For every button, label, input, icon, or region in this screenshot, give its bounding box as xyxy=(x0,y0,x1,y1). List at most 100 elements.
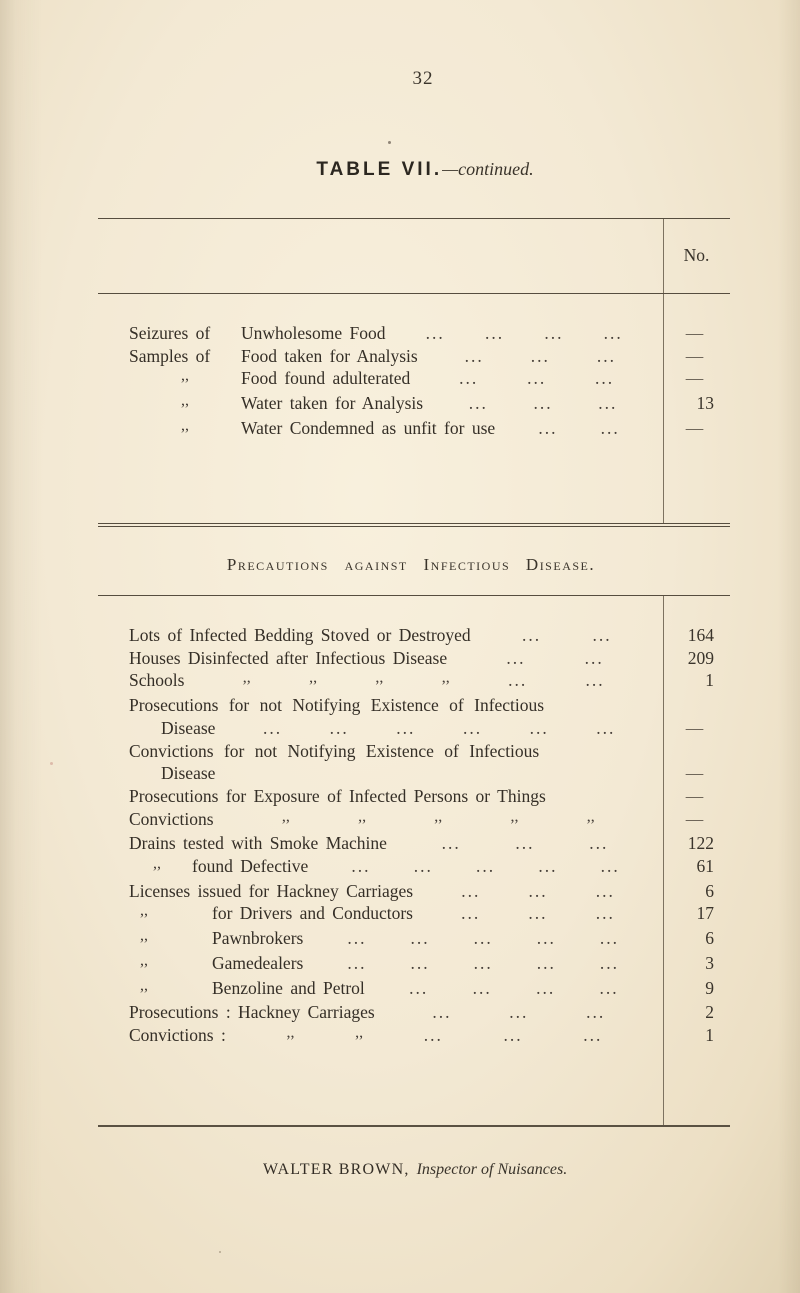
row-label-group: Samples of Food taken for Analysis xyxy=(129,345,418,368)
row-value: — xyxy=(685,417,704,438)
ditto-mark: ,, xyxy=(441,669,450,687)
leader-dots: ... xyxy=(595,903,615,924)
ditto-mark: ,, xyxy=(140,951,148,969)
leader-dots: ... xyxy=(529,717,549,738)
seizures-samples-table: No. Seizures of Unwholesome Food.........… xyxy=(98,218,730,527)
table-row: Lots of Infected Bedding Stoved or Destr… xyxy=(98,624,730,647)
table-row: ,, Food found adulterated......... — xyxy=(98,367,730,392)
table-row: ,, found Defective............... 61 xyxy=(98,855,730,880)
row-label: Prosecutions for not Notifying Existence… xyxy=(129,695,545,716)
leader-dots: ... xyxy=(584,647,604,668)
table-row: Samples of Food taken for Analysis.......… xyxy=(98,345,730,368)
row-value: — xyxy=(685,763,704,784)
leader-dots: ... xyxy=(585,670,605,691)
row-label-group: Prosecutions : Hackney Carriages xyxy=(129,1001,375,1024)
row-value: 17 xyxy=(696,903,715,924)
leader-dots: ... xyxy=(462,717,483,738)
leader-area: ,,,,,,,,...... xyxy=(184,669,663,694)
row-label: Houses Disinfected after Infectious Dise… xyxy=(129,647,448,668)
leader-area: ...... xyxy=(447,647,663,670)
leader-dots: ... xyxy=(598,393,618,414)
leader-dots: ... xyxy=(586,1002,606,1023)
table-row: ,, Pawnbrokers............... 6 xyxy=(98,927,730,952)
row-value: 1 xyxy=(705,1024,714,1045)
section-heading: Precautions against Infectious Disease. xyxy=(226,555,596,574)
precautions-table: Lots of Infected Bedding Stoved or Destr… xyxy=(98,595,730,1127)
leader-dots: ... xyxy=(503,1024,523,1045)
leader-dots: ... xyxy=(506,647,526,668)
leader-area: ...... xyxy=(471,624,663,647)
leader-area: .................. xyxy=(215,717,663,740)
ditto-mark: ,, xyxy=(181,367,189,385)
row-label: Pawnbrokers xyxy=(212,928,304,949)
leader-dots: ... xyxy=(527,368,547,389)
leader-dots: ... xyxy=(528,880,548,901)
ditto-mark: ,, xyxy=(140,977,212,1002)
row-label-group: Houses Disinfected after Infectious Dise… xyxy=(129,647,447,670)
row-label: Food taken for Analysis xyxy=(241,345,418,366)
leader-dots: ... xyxy=(528,903,548,924)
leader-dots: ... xyxy=(461,903,481,924)
leader-dots: ... xyxy=(473,952,493,973)
paper-speck xyxy=(388,141,391,144)
row-label: Water taken for Analysis xyxy=(241,393,424,414)
leader-dots: ... xyxy=(583,1024,603,1045)
table-row: Seizures of Unwholesome Food............ — xyxy=(98,322,730,345)
row-label: Unwholesome Food xyxy=(241,323,386,343)
row-label-group: Seizures of Unwholesome Food xyxy=(129,322,385,345)
row-label: Licenses issued for Hackney Carriages xyxy=(129,880,414,901)
ditto-mark: ,, xyxy=(309,669,318,687)
leader-dots: ... xyxy=(413,856,433,877)
leader-dots: ... xyxy=(329,717,349,738)
row-value: 3 xyxy=(705,952,714,973)
row-value: — xyxy=(685,368,704,389)
ditto-mark: ,, xyxy=(129,417,241,442)
leader-dots: ... xyxy=(347,952,367,973)
leader-dots: ... xyxy=(423,1024,443,1045)
leader-dots: ... xyxy=(409,977,429,998)
row-value: 164 xyxy=(687,625,714,645)
ditto-mark: ,, xyxy=(281,809,290,825)
table-row: ,, Water Condemned as unfit for use......… xyxy=(98,417,730,442)
table-row: Disease.................. — xyxy=(98,717,730,740)
no-column-header: No. xyxy=(683,245,710,265)
row-value: 61 xyxy=(696,856,715,877)
table-title: TABLE VII.—continued. xyxy=(48,159,800,181)
row-label-group: ,, Gamedealers xyxy=(129,952,303,977)
leader-dots: ... xyxy=(592,625,612,645)
leader-area: ......... xyxy=(410,367,663,390)
row-label: Benzoline and Petrol xyxy=(212,977,365,998)
row-label: Disease xyxy=(161,763,216,784)
table-row: ,, for Drivers and Conductors......... 17 xyxy=(98,902,730,927)
row-label-group: ,, Benzoline and Petrol xyxy=(129,977,365,1002)
ditto-mark: ,, xyxy=(140,927,148,945)
inspector-role: Inspector of Nuisances. xyxy=(416,1161,568,1178)
ditto-mark: ,, xyxy=(140,902,212,927)
row-label-group: Prosecutions for Exposure of Infected Pe… xyxy=(129,785,546,808)
leader-area: ......... xyxy=(387,832,663,855)
leader-dots: ... xyxy=(589,833,609,854)
leader-dots: ... xyxy=(459,368,479,389)
leader-area: ......... xyxy=(375,1001,663,1024)
ditto-mark: ,, xyxy=(355,1023,364,1041)
leader-dots: ... xyxy=(425,323,445,343)
ditto-mark: ,, xyxy=(181,416,189,434)
ditto-mark: ,, xyxy=(153,855,161,873)
row-value: 209 xyxy=(687,647,714,668)
row-value: — xyxy=(685,808,704,829)
row-label-group: Drains tested with Smoke Machine xyxy=(129,832,387,855)
row-label: Convictions xyxy=(129,808,214,829)
leader-dots: ... xyxy=(596,717,616,738)
table-row: Disease — xyxy=(98,762,730,785)
leader-dots: ... xyxy=(351,856,371,877)
row-label-group: ,, found Defective xyxy=(129,855,308,880)
table-row: Houses Disinfected after Infectious Dise… xyxy=(98,647,730,670)
row-value: 122 xyxy=(687,833,714,854)
row-label: Prosecutions : Hackney Carriages xyxy=(129,1002,375,1023)
ditto-mark: ,, xyxy=(358,809,367,825)
table-header-row: No. xyxy=(98,219,730,294)
leader-area: ......... xyxy=(413,880,663,903)
leader-dots: ... xyxy=(536,952,556,973)
row-label-group: Disease xyxy=(129,717,215,740)
row-value: 13 xyxy=(696,393,715,414)
